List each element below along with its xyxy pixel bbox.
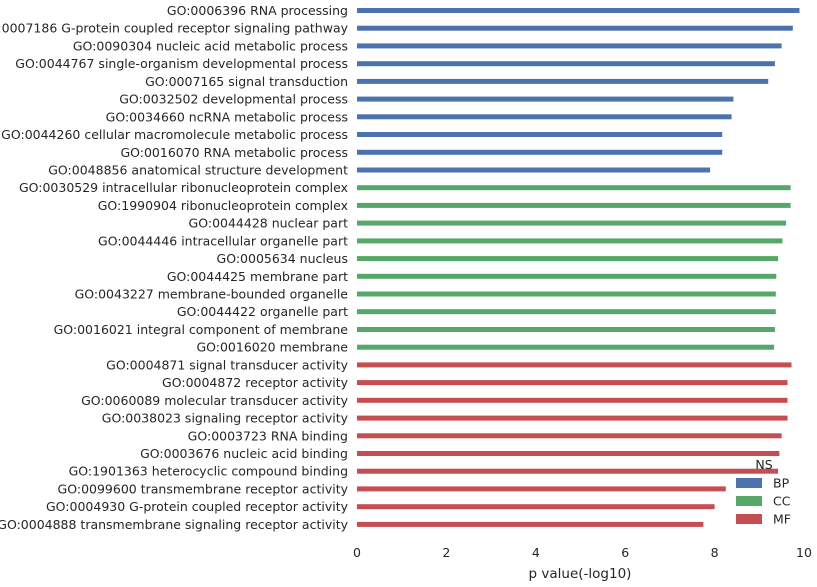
category-label: GO:0044425 membrane part [167, 269, 348, 284]
category-labels: GO:0006396 RNA processing GO:0007186 G-pr… [0, 3, 349, 532]
legend-label-mf: MF [773, 512, 791, 527]
category-label: GO:0034660 ncRNA metabolic process [106, 109, 348, 124]
x-tick-label: 4 [532, 545, 540, 560]
category-label: GO:0044767 single-organism developmental… [15, 56, 348, 71]
category-label: GO:0004872 receptor activity [162, 375, 349, 390]
legend-swatch-mf [736, 514, 762, 524]
bar-bp [357, 78, 769, 84]
category-label: GO:1901363 heterocyclic compound binding [69, 464, 348, 479]
bar-mf [357, 521, 704, 527]
category-label: GO:0006396 RNA processing [167, 3, 348, 18]
category-label: GO:1990904 ribonucleoprotein complex [98, 198, 348, 213]
category-label: GO:0032502 developmental process [119, 92, 348, 107]
category-label: GO:0043227 membrane-bounded organelle [75, 287, 349, 302]
bar-mf [357, 468, 779, 474]
category-label: GO:0007186 G-protein coupled receptor si… [0, 21, 349, 36]
bar-mf [357, 433, 782, 439]
bar-cc [357, 273, 777, 279]
category-label: GO:0007165 signal transduction [145, 74, 348, 89]
category-label: GO:0003676 nucleic acid binding [140, 446, 348, 461]
bar-cc [357, 220, 787, 226]
legend-swatch-cc [736, 496, 762, 506]
category-label: GO:0003723 RNA binding [188, 428, 348, 443]
category-label: GO:0030529 intracellular ribonucleoprote… [19, 180, 348, 195]
bar-cc [357, 344, 775, 350]
x-tick-label: 8 [711, 545, 719, 560]
bar-bp [357, 149, 723, 155]
category-label: GO:0004871 signal transducer activity [106, 357, 348, 372]
bar-mf [357, 415, 788, 421]
category-label: GO:0016070 RNA metabolic process [120, 145, 348, 160]
bar-mf [357, 362, 792, 368]
category-label: GO:0060089 molecular transducer activity [81, 393, 349, 408]
bar-cc [357, 238, 783, 244]
bar-cc [357, 256, 779, 262]
bar-bp [357, 25, 793, 31]
legend-title: NS [755, 457, 772, 472]
x-axis-ticks: 0 2 4 6 8 10 [353, 545, 812, 560]
bar-cc [357, 309, 776, 315]
bars-layer [357, 8, 800, 527]
category-label: GO:0048856 anatomical structure developm… [48, 163, 348, 178]
bar-bp [357, 8, 800, 13]
bar-bp [357, 43, 782, 49]
bar-bp [357, 167, 711, 173]
legend-label-cc: CC [773, 494, 791, 509]
category-label: GO:0004888 transmembrane signaling recep… [0, 517, 349, 532]
bar-bp [357, 132, 723, 137]
bar-cc [357, 185, 791, 191]
bar-cc [357, 327, 775, 332]
legend-label-bp: BP [773, 476, 790, 491]
x-axis-label: p value(-log10) [529, 566, 632, 582]
legend-swatch-bp [736, 478, 762, 488]
legend: NS BP CC MF [736, 457, 791, 527]
bar-mf [357, 451, 780, 456]
category-label: GO:0005634 nucleus [217, 251, 348, 266]
category-label: GO:0090304 nucleic acid metabolic proces… [73, 38, 348, 53]
bar-mf [357, 504, 715, 510]
bar-mf [357, 380, 788, 386]
bar-mf [357, 397, 788, 403]
bar-cc [357, 291, 776, 297]
category-label: GO:0044446 intracellular organelle part [98, 233, 348, 248]
category-label: GO:0044260 cellular macromolecule metabo… [1, 127, 348, 142]
bar-bp [357, 114, 732, 120]
bar-cc [357, 202, 791, 208]
category-label: GO:0016021 integral component of membran… [54, 322, 349, 337]
category-label: GO:0004930 G-protein coupled receptor ac… [46, 499, 349, 514]
bar-mf [357, 486, 726, 492]
category-label: GO:0016020 membrane [196, 340, 348, 355]
x-tick-label: 10 [796, 545, 812, 560]
bar-bp [357, 61, 775, 67]
bar-bp [357, 96, 734, 102]
category-label: GO:0038023 signaling receptor activity [102, 411, 349, 426]
x-tick-label: 2 [442, 545, 450, 560]
x-tick-label: 0 [353, 545, 361, 560]
x-tick-label: 6 [621, 545, 629, 560]
category-label: GO:0044428 nuclear part [189, 216, 349, 231]
category-label: GO:0044422 organelle part [177, 304, 348, 319]
category-label: GO:0099600 transmembrane receptor activi… [58, 481, 349, 496]
